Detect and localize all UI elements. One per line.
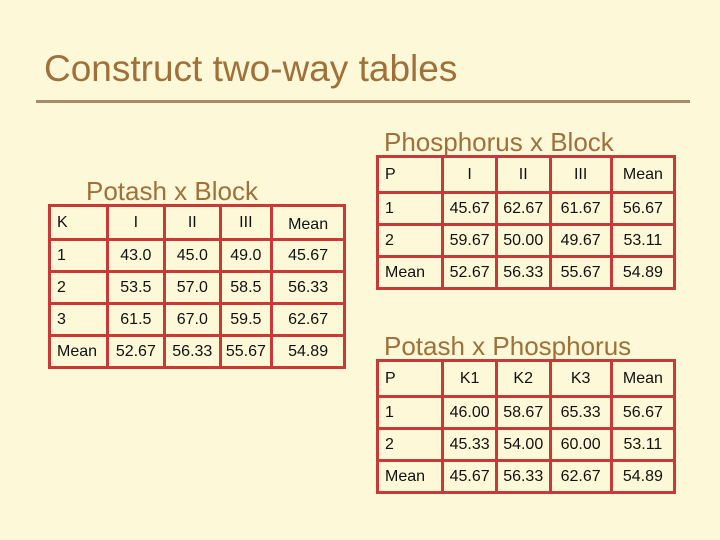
header-cell: K (48, 204, 109, 241)
table-cell: 62.67 (548, 459, 613, 494)
row-label: 2 (48, 270, 109, 305)
table-cell: 45.33 (441, 427, 498, 462)
header-cell: Mean (609, 359, 677, 398)
table-row: Mean 45.67 56.33 62.67 54.89 (375, 459, 677, 494)
mean-cell: 56.67 (609, 395, 677, 430)
table-row: 2 45.33 54.00 60.00 53.11 (375, 427, 677, 462)
table-cell: 56.33 (494, 255, 552, 290)
mean-cell: 54.89 (609, 459, 677, 494)
table-cell: 43.0 (105, 238, 167, 273)
table-cell: 59.67 (441, 223, 498, 258)
table-cell: 49.67 (548, 223, 613, 258)
table-cell: 67.0 (163, 302, 222, 337)
table-cell: 52.67 (105, 334, 167, 369)
row-label: 1 (375, 395, 445, 430)
table-cell: 45.0 (163, 238, 222, 273)
table-row: 1 45.67 62.67 61.67 56.67 (375, 191, 677, 226)
header-cell: Mean (270, 204, 346, 241)
potash-block-table: K I II III Mean 1 43.0 45.0 49.0 45.67 2… (48, 204, 346, 369)
row-label: Mean (375, 459, 445, 494)
mean-cell: 45.67 (270, 238, 346, 273)
header-cell: P (375, 155, 445, 194)
table-header-row: K I II III Mean (48, 204, 346, 241)
mean-cell: 56.33 (270, 270, 346, 305)
table-cell: 56.33 (163, 334, 222, 369)
table-cell: 57.0 (163, 270, 222, 305)
row-label: 2 (375, 427, 445, 462)
table-cell: 46.00 (441, 395, 498, 430)
header-cell: K1 (441, 359, 498, 398)
table-row: Mean 52.67 56.33 55.67 54.89 (375, 255, 677, 290)
header-cell: III (548, 155, 613, 194)
row-label: 1 (375, 191, 445, 226)
row-label: Mean (48, 334, 109, 369)
table-cell: 45.67 (441, 459, 498, 494)
row-label: Mean (375, 255, 445, 290)
table-cell: 65.33 (548, 395, 613, 430)
table-cell: 45.67 (441, 191, 498, 226)
mean-cell: 62.67 (270, 302, 346, 337)
row-label: 1 (48, 238, 109, 273)
table-row: 1 46.00 58.67 65.33 56.67 (375, 395, 677, 430)
title-divider (36, 100, 690, 103)
table-cell: 59.5 (218, 302, 274, 337)
header-cell: P (375, 359, 445, 398)
header-cell: II (163, 204, 222, 241)
table-cell: 60.00 (548, 427, 613, 462)
table-row: 1 43.0 45.0 49.0 45.67 (48, 238, 346, 273)
mean-cell: 54.89 (270, 334, 346, 369)
mean-cell: 54.89 (609, 255, 677, 290)
table-row: 2 53.5 57.0 58.5 56.33 (48, 270, 346, 305)
table-header-row: P K1 K2 K3 Mean (375, 359, 677, 398)
table-cell: 62.67 (494, 191, 552, 226)
potash-phosphorus-caption: Potash x Phosphorus (384, 331, 632, 361)
table-cell: 54.00 (494, 427, 552, 462)
header-cell: K3 (548, 359, 613, 398)
header-cell: Mean (609, 155, 677, 194)
header-cell: I (441, 155, 498, 194)
phosphorus-block-caption: Phosphorus x Block (384, 127, 614, 157)
potash-phosphorus-table: P K1 K2 K3 Mean 1 46.00 58.67 65.33 56.6… (375, 359, 677, 494)
table-row: Mean 52.67 56.33 55.67 54.89 (48, 334, 346, 369)
table-cell: 50.00 (494, 223, 552, 258)
table-cell: 55.67 (548, 255, 613, 290)
header-cell: III (218, 204, 274, 241)
table-cell: 53.5 (105, 270, 167, 305)
slide-title: Construct two-way tables (44, 48, 458, 89)
header-cell: I (105, 204, 167, 241)
table-cell: 56.33 (494, 459, 552, 494)
table-row: 3 61.5 67.0 59.5 62.67 (48, 302, 346, 337)
potash-block-caption: Potash x Block (86, 176, 258, 206)
table-cell: 49.0 (218, 238, 274, 273)
table-row: 2 59.67 50.00 49.67 53.11 (375, 223, 677, 258)
row-label: 3 (48, 302, 109, 337)
phosphorus-block-table: P I II III Mean 1 45.67 62.67 61.67 56.6… (375, 155, 677, 290)
table-cell: 58.67 (494, 395, 552, 430)
table-cell: 55.67 (218, 334, 274, 369)
table-cell: 61.67 (548, 191, 613, 226)
header-cell: K2 (494, 359, 552, 398)
table-cell: 58.5 (218, 270, 274, 305)
mean-cell: 53.11 (609, 223, 677, 258)
row-label: 2 (375, 223, 445, 258)
table-cell: 52.67 (441, 255, 498, 290)
table-cell: 61.5 (105, 302, 167, 337)
mean-cell: 53.11 (609, 427, 677, 462)
mean-cell: 56.67 (609, 191, 677, 226)
table-header-row: P I II III Mean (375, 155, 677, 194)
header-cell: II (494, 155, 552, 194)
